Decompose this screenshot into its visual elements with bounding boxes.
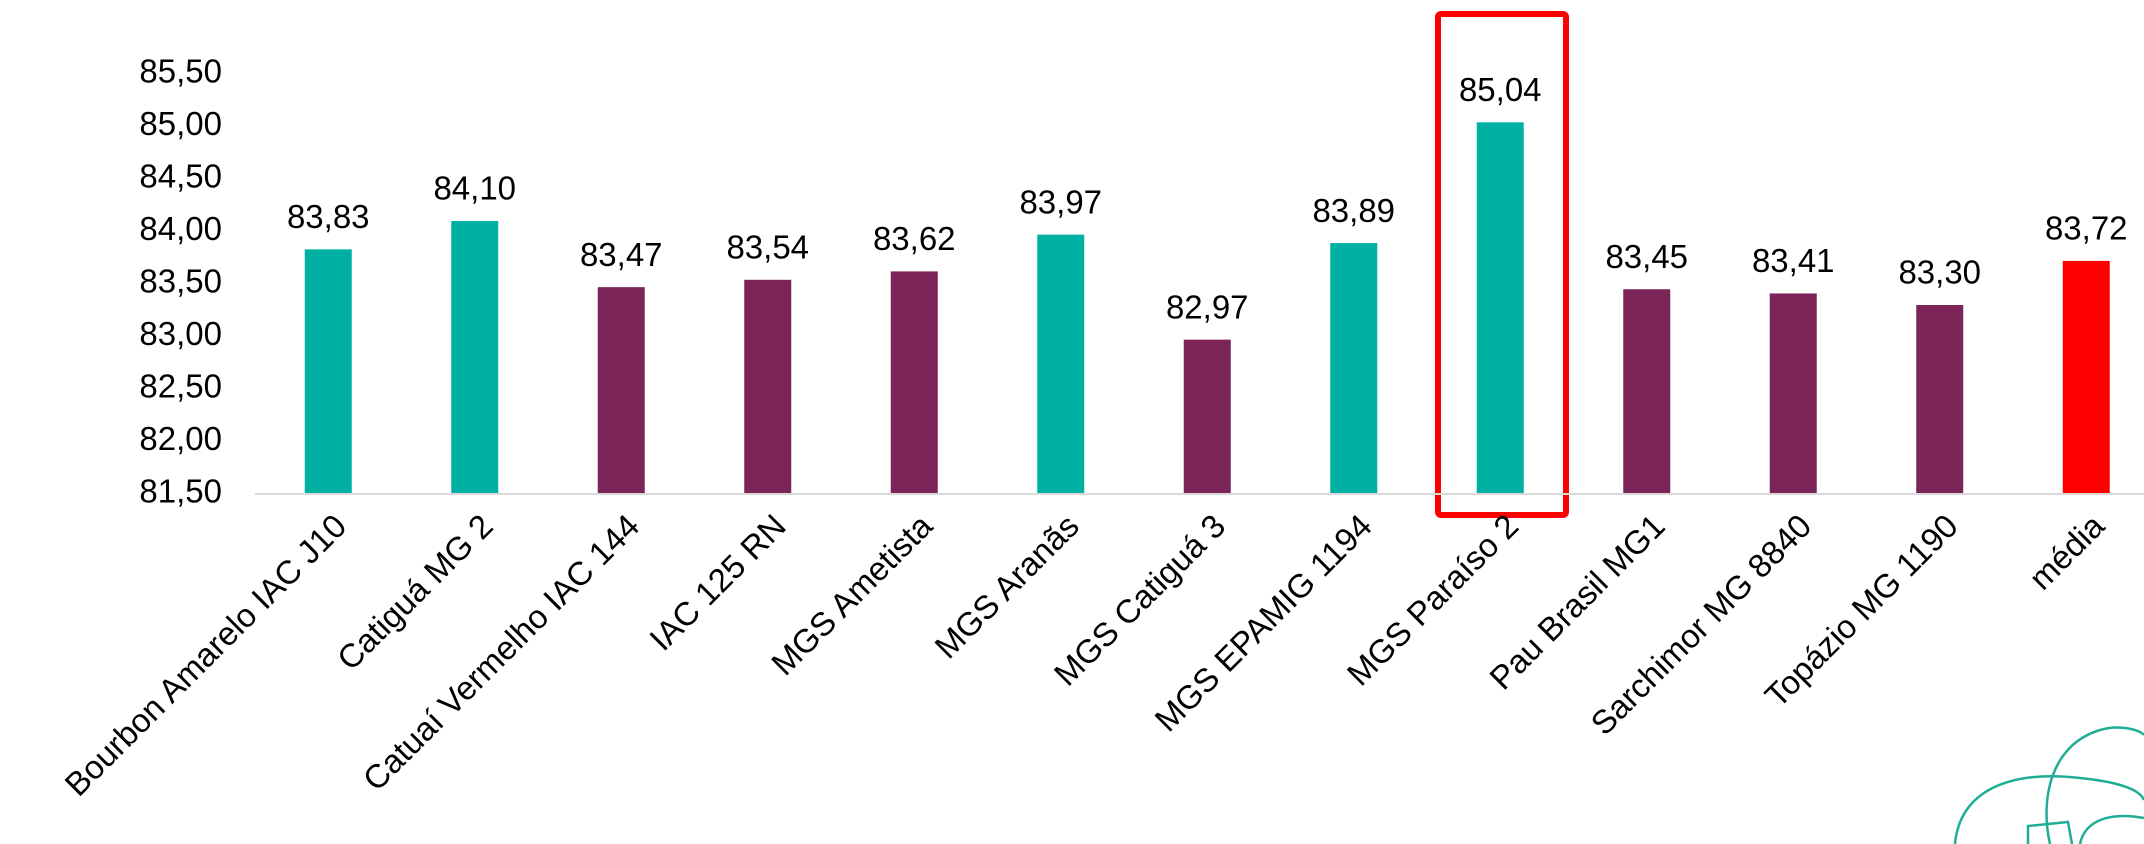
bar xyxy=(1476,122,1524,495)
data-label: 83,97 xyxy=(1019,183,1102,220)
bar xyxy=(744,279,792,494)
logo-curve xyxy=(2078,814,2144,844)
y-tick-label: 84,00 xyxy=(139,210,222,247)
x-tick-label: MGS Aranãs xyxy=(927,507,1085,665)
bar xyxy=(597,287,645,494)
data-label: 83,47 xyxy=(580,236,663,273)
bar xyxy=(1769,293,1817,494)
data-label: 84,10 xyxy=(433,170,516,207)
bar xyxy=(1037,234,1085,494)
y-tick-label: 82,00 xyxy=(139,420,222,457)
data-label: 83,30 xyxy=(1898,254,1981,291)
highlight-box xyxy=(1435,11,1569,518)
bar xyxy=(890,271,938,494)
data-label: 83,41 xyxy=(1752,242,1835,279)
bar xyxy=(451,221,499,494)
data-label: 83,54 xyxy=(726,229,809,266)
data-label: 83,45 xyxy=(1605,238,1688,275)
logo-curve xyxy=(2026,820,2074,844)
bar xyxy=(1330,243,1378,494)
data-label: 83,89 xyxy=(1312,192,1395,229)
data-label: 82,97 xyxy=(1166,288,1249,325)
data-label: 83,62 xyxy=(873,220,956,257)
y-tick-label: 85,50 xyxy=(139,53,222,90)
data-label: 83,83 xyxy=(287,198,370,235)
y-tick-label: 85,00 xyxy=(139,105,222,142)
x-tick-label: Bourbon Amarelo IAC J10 xyxy=(57,507,353,803)
data-label: 85,04 xyxy=(1459,71,1542,108)
bar xyxy=(2062,260,2110,494)
y-tick-label: 84,50 xyxy=(139,158,222,195)
logo-curve xyxy=(2045,726,2144,844)
y-tick-label: 83,50 xyxy=(139,263,222,300)
x-tick-label: média xyxy=(2022,507,2112,597)
logo-curve xyxy=(1953,775,2144,844)
bar xyxy=(304,249,352,494)
x-tick-label: IAC 125 RN xyxy=(642,507,793,658)
y-tick-label: 82,50 xyxy=(139,368,222,405)
y-tick-label: 81,50 xyxy=(139,473,222,510)
data-label: 83,72 xyxy=(2045,210,2128,247)
x-tick-label: Catuaí Vermelho IAC 144 xyxy=(356,507,647,798)
bar xyxy=(1183,339,1231,494)
y-tick-label: 83,00 xyxy=(139,315,222,352)
bar xyxy=(1623,289,1671,494)
bar xyxy=(1916,305,1964,494)
logo xyxy=(1953,726,2144,844)
